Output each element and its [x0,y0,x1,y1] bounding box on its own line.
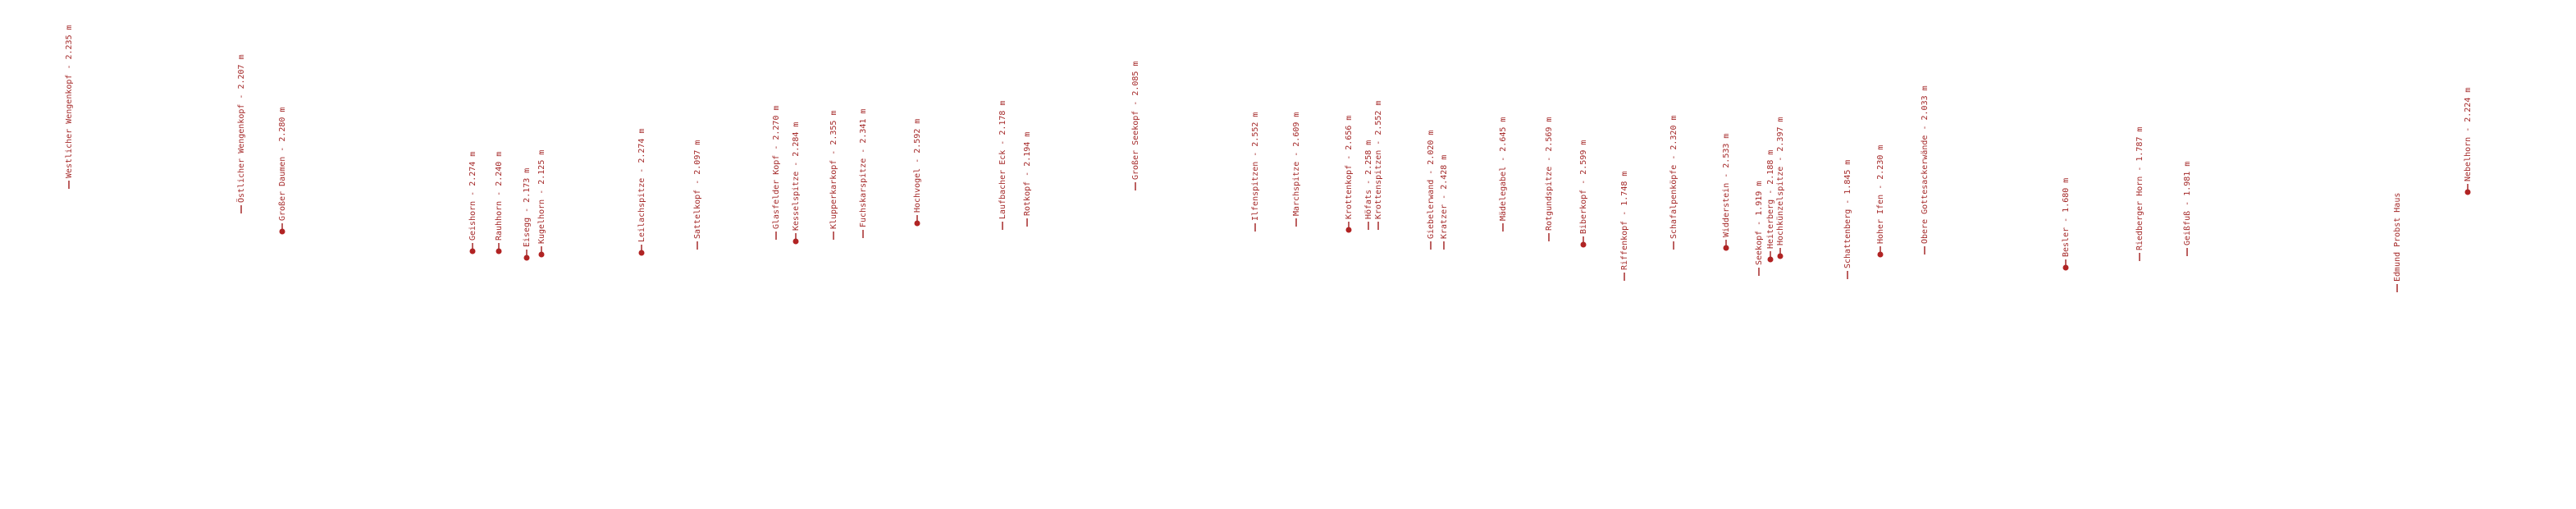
peak-label: Hochvogel - 2.592 m [913,119,922,213]
peak-label: Leilachspitze - 2.274 m [637,129,646,242]
peak-label: Sattelkopf - 2.097 m [693,140,702,239]
peak-label: Besler - 1.680 m [2062,178,2071,257]
peak-label: Edmund Probst Haus [2393,193,2402,282]
peak-label: Eisegg - 2.173 m [523,168,532,247]
peak-label: Krottenkopf - 2.656 m [1345,116,1354,219]
peak-label: Hochkünzelspitze - 2.397 m [1776,117,1785,245]
peak-label: Rotkopf - 2.194 m [1023,132,1032,216]
peak-label: Rauhhorn - 2.240 m [495,152,504,241]
peak-label: Obere Gottesackerwände - 2.033 m [1921,85,1930,244]
peak-label: Geishorn - 2.274 m [468,152,477,241]
peak-label: Krottenspitzen - 2.552 m [1374,101,1383,220]
peak-label: Westlicher Wengenkopf - 2.235 m [65,25,74,178]
peak-label: Östlicher Wengenkopf - 2.207 m [235,54,246,203]
peak-label: Heiterberg - 2.188 m [1766,150,1775,249]
peak-label: Rotgundspitze - 2.569 m [1545,117,1554,231]
peak-label: Kesselspitze - 2.284 m [792,122,801,231]
peak-label: Schattenberg - 1.845 m [1843,160,1852,268]
peak-label: Marchspitze - 2.609 m [1292,112,1301,216]
peak-label: Biberkopf - 2.599 m [1579,140,1588,234]
peak-label: Giebelerwand - 2.020 m [1427,131,1436,239]
peak-label: Mädelegabel - 2.645 m [1499,117,1508,221]
peak-label: Großer Daumen - 2.280 m [278,108,287,221]
peak-label: Hoher Ifen - 2.230 m [1876,145,1885,244]
peak-label: Kugelhorn - 2.125 m [537,150,546,244]
peak-label: Seekopf - 1.919 m [1755,181,1764,265]
peak-label: Geißfuß - 1.981 m [2183,162,2192,245]
peak-label: Höfats - 2.258 m [1364,140,1373,219]
peak-label: Schafalpenköpfe - 2.320 m [1669,115,1679,239]
peak-label: Fuchskarspitze - 2.341 m [859,109,868,228]
peak-label: Riedberger Horn - 1.787 m [2135,126,2144,250]
peak-label: Großer Seekopf - 2.085 m [1131,62,1140,181]
peak-label: Ilfenspitzen - 2.552 m [1251,112,1260,221]
peak-label: Glasfelder Kopf - 2.270 m [772,105,781,229]
peak-label: Riffenkopf - 1.748 m [1620,172,1629,270]
peak-label: Laufbacher Eck - 2.178 m [998,101,1007,220]
peak-label: Widderstein - 2.533 m [1722,134,1731,237]
peak-label: Kratzer - 2.428 m [1440,155,1449,239]
peak-label: Nebelhorn - 2.224 m [2464,88,2473,181]
peak-label: Klupperkarkopf - 2.355 m [829,111,838,230]
